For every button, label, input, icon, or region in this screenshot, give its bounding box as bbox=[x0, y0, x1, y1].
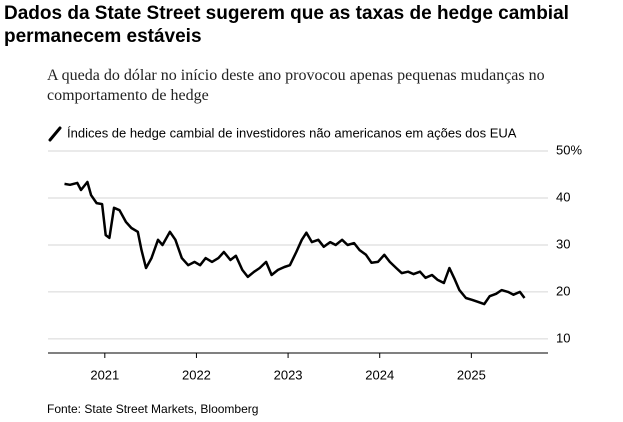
data-line bbox=[64, 180, 526, 306]
x-tick-label: 2022 bbox=[182, 367, 211, 382]
x-tick-label: 2021 bbox=[90, 367, 119, 382]
x-tick-label: 2024 bbox=[365, 367, 394, 382]
y-tick-label: 40 bbox=[556, 189, 570, 204]
y-tick-label: 30 bbox=[556, 236, 570, 251]
legend-swatch bbox=[48, 126, 62, 142]
chart-subtitle: A queda do dólar no início deste ano pro… bbox=[47, 67, 545, 104]
legend-label: Índices de hedge cambial de investidores… bbox=[67, 125, 517, 140]
y-tick-label: 50% bbox=[556, 142, 582, 157]
x-tick-label: 2023 bbox=[274, 367, 303, 382]
source-note: Fonte: State Street Markets, Bloomberg bbox=[47, 402, 258, 416]
y-tick-label: 10 bbox=[556, 330, 570, 345]
y-tick-label: 20 bbox=[556, 283, 570, 298]
x-tick-label: 2025 bbox=[457, 367, 486, 382]
chart-title: Dados da State Street sugerem que as tax… bbox=[4, 3, 569, 47]
